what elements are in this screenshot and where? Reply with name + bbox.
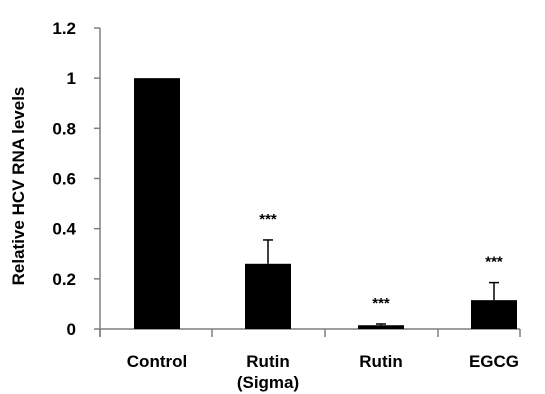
significance-label: ***: [485, 254, 503, 271]
significance-label: ***: [259, 211, 277, 228]
category-labels: Control Rutin (Sigma) Rutin EGCG: [127, 352, 519, 392]
y-tick-label: 0: [67, 320, 76, 339]
y-tick-label: 0.2: [52, 270, 76, 289]
significance-labels: *** *** ***: [259, 211, 503, 312]
bar: [471, 300, 517, 329]
bar: [358, 325, 404, 329]
y-axis-title: Relative HCV RNA levels: [9, 87, 28, 286]
category-label: Rutin: [246, 352, 289, 371]
category-label: Control: [127, 352, 187, 371]
y-tick-label: 1.2: [52, 19, 76, 38]
bar: [245, 263, 291, 329]
bars: [134, 78, 517, 330]
significance-label: ***: [372, 295, 390, 312]
category-label: EGCG: [469, 352, 519, 371]
y-tick-label: 0.4: [52, 220, 76, 239]
category-label: (Sigma): [237, 373, 299, 392]
x-axis: [99, 328, 521, 337]
y-tick-label: 0.8: [52, 119, 76, 138]
y-tick-label: 1: [67, 69, 76, 88]
y-axis: 0 0.2 0.4 0.6 0.8 1 1.2: [52, 19, 101, 339]
error-bars: [263, 239, 499, 326]
category-label: Rutin: [359, 352, 402, 371]
y-tick-label: 0.6: [52, 170, 76, 189]
bar: [134, 78, 180, 330]
